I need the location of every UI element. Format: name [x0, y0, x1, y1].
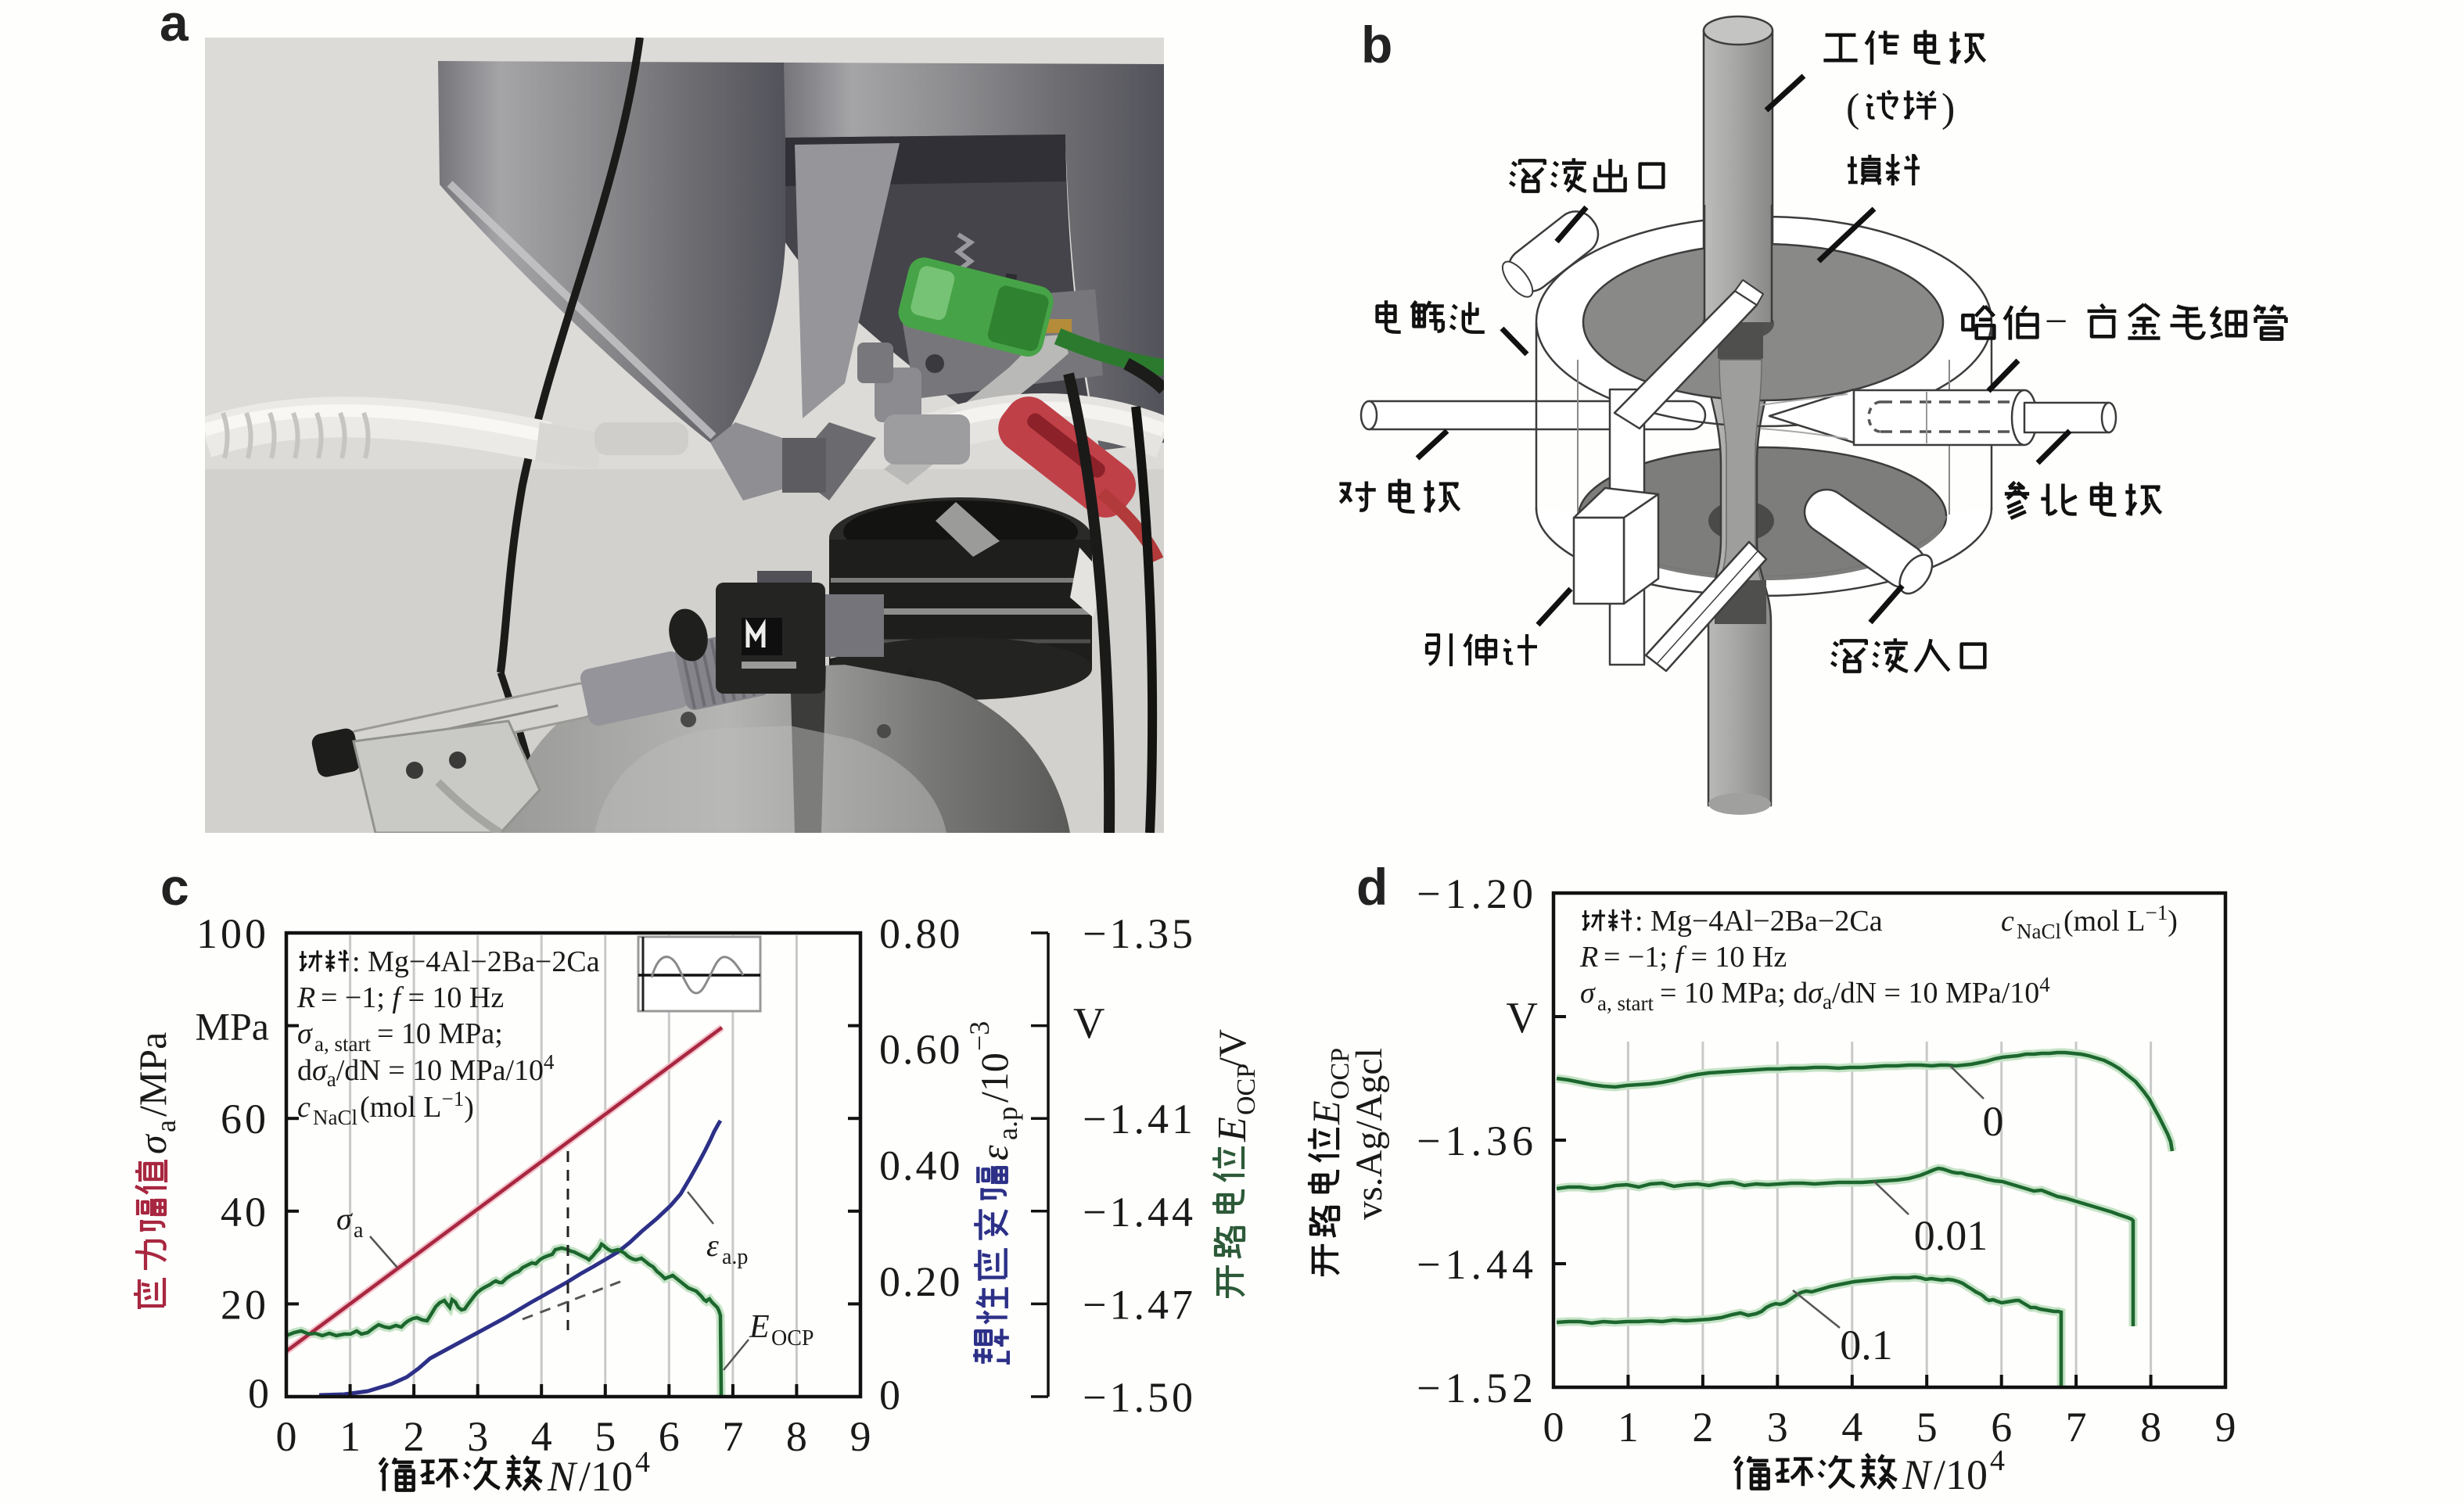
svg-text:c: c: [2001, 905, 2014, 938]
svg-text:6: 6: [659, 1413, 680, 1460]
svg-text:−1.50: −1.50: [1083, 1374, 1196, 1421]
svg-text:N: N: [547, 1453, 578, 1500]
svg-text:0: 0: [879, 1372, 900, 1419]
svg-text:R: R: [296, 981, 315, 1014]
svg-text:a: a: [160, 0, 189, 52]
svg-text:0: 0: [248, 1370, 269, 1417]
svg-text:6: 6: [1991, 1404, 2012, 1451]
svg-text:σ: σ: [131, 1133, 174, 1154]
svg-text:40: 40: [221, 1189, 269, 1236]
svg-text:−: −: [2045, 300, 2067, 344]
svg-text:−1.47: −1.47: [1083, 1281, 1196, 1328]
svg-text:a.p: a.p: [992, 1107, 1023, 1140]
svg-text:−1.44: −1.44: [1417, 1241, 1538, 1288]
svg-text:NaCl: NaCl: [2017, 920, 2061, 943]
svg-text:a, start: a, start: [314, 1032, 371, 1056]
svg-text:(: (: [1846, 86, 1859, 131]
svg-text:5: 5: [594, 1413, 616, 1460]
svg-text:OCP: OCP: [1232, 1064, 1261, 1115]
svg-text:c: c: [160, 858, 189, 916]
svg-text:E: E: [749, 1309, 770, 1345]
svg-text:0.01: 0.01: [1914, 1212, 1988, 1259]
svg-text:3: 3: [467, 1413, 488, 1460]
svg-text:MPa: MPa: [196, 1005, 269, 1049]
svg-text:a: a: [150, 1120, 181, 1132]
svg-text:d: d: [1356, 858, 1388, 916]
svg-text:b: b: [1361, 16, 1392, 74]
svg-text:a, start: a, start: [1597, 992, 1654, 1015]
svg-text:NaCl: NaCl: [313, 1106, 357, 1129]
svg-text:E: E: [1304, 1100, 1348, 1125]
svg-text:= −1; f = 10 Hz: = −1; f = 10 Hz: [1604, 941, 1787, 974]
svg-text:V: V: [1073, 999, 1104, 1048]
svg-text:/V: /V: [1210, 1029, 1254, 1068]
svg-text:5: 5: [1916, 1404, 1938, 1451]
svg-text:−1.20: −1.20: [1417, 870, 1538, 917]
svg-text:ε: ε: [706, 1228, 719, 1263]
svg-text:: Mg−4Al−2Ba−2Ca: : Mg−4Al−2Ba−2Ca: [352, 945, 600, 978]
svg-text:0.40: 0.40: [879, 1142, 963, 1189]
svg-text:0.60: 0.60: [879, 1026, 963, 1073]
svg-text:OCP: OCP: [771, 1326, 814, 1351]
svg-text:7: 7: [722, 1413, 743, 1460]
svg-text:0.80: 0.80: [879, 910, 963, 957]
svg-text:/10: /10: [972, 1053, 1016, 1103]
svg-text:): ): [1941, 86, 1955, 131]
svg-text:R: R: [1579, 941, 1598, 974]
svg-text:0.1: 0.1: [1840, 1322, 1893, 1368]
svg-text:σ: σ: [297, 1017, 313, 1050]
svg-text:−1.35: −1.35: [1083, 910, 1196, 957]
svg-text:1: 1: [339, 1413, 361, 1460]
svg-text:a: a: [354, 1218, 364, 1243]
svg-text:9: 9: [2215, 1404, 2236, 1451]
svg-text:1: 1: [1618, 1404, 1639, 1451]
svg-text:/10: /10: [1934, 1451, 1988, 1498]
svg-text:60: 60: [221, 1096, 269, 1142]
svg-text:0: 0: [1543, 1404, 1564, 1451]
svg-text:σ: σ: [336, 1201, 353, 1236]
svg-text:9: 9: [850, 1413, 871, 1460]
svg-text:(mol L−1): (mol L−1): [360, 1087, 474, 1124]
svg-text:OCP: OCP: [1326, 1048, 1355, 1099]
svg-text:: Mg−4Al−2Ba−2Ca: : Mg−4Al−2Ba−2Ca: [1635, 905, 1883, 938]
svg-text:3: 3: [1767, 1404, 1788, 1451]
svg-text:4: 4: [635, 1446, 650, 1479]
svg-text:0.20: 0.20: [879, 1258, 963, 1305]
svg-text:7: 7: [2066, 1404, 2087, 1451]
svg-text:2: 2: [1692, 1404, 1713, 1451]
svg-text:−1.41: −1.41: [1083, 1096, 1196, 1142]
svg-text:(mol L−1): (mol L−1): [2064, 901, 2178, 938]
svg-text:20: 20: [221, 1281, 269, 1328]
svg-text:0: 0: [276, 1413, 297, 1460]
svg-text:4: 4: [1841, 1404, 1862, 1451]
svg-text:/MPa: /MPa: [131, 1032, 174, 1117]
svg-text:c: c: [297, 1091, 311, 1124]
svg-text:8: 8: [786, 1413, 807, 1460]
svg-text:−1.44: −1.44: [1083, 1189, 1196, 1236]
svg-text:/10: /10: [579, 1453, 633, 1500]
svg-text:4: 4: [1990, 1444, 2005, 1477]
svg-text:ε: ε: [972, 1145, 1016, 1160]
svg-text:vs.Ag/Agcl: vs.Ag/Agcl: [1349, 1048, 1390, 1220]
svg-text:= 10 MPa;: = 10 MPa;: [377, 1017, 503, 1050]
svg-text:dσa/dN = 10 MPa/104: dσa/dN = 10 MPa/104: [297, 1050, 555, 1091]
svg-text:N: N: [1902, 1451, 1933, 1498]
svg-text:8: 8: [2140, 1404, 2161, 1451]
svg-text:−3: −3: [964, 1021, 995, 1051]
svg-text:a.p: a.p: [722, 1245, 748, 1269]
svg-text:−1.36: −1.36: [1417, 1117, 1538, 1164]
svg-text:= 10 MPa; dσa/dN = 10 MPa/104: = 10 MPa; dσa/dN = 10 MPa/104: [1660, 973, 2050, 1013]
svg-text:V: V: [1507, 994, 1538, 1042]
svg-text:E: E: [1210, 1117, 1255, 1142]
svg-text:0: 0: [1983, 1098, 2004, 1145]
svg-text:100: 100: [196, 910, 269, 957]
svg-text:σ: σ: [1580, 977, 1596, 1010]
svg-text:2: 2: [404, 1413, 425, 1460]
svg-text:= −1; f = 10 Hz: = −1; f = 10 Hz: [321, 981, 504, 1014]
svg-text:4: 4: [531, 1413, 552, 1460]
svg-text:−1.52: −1.52: [1417, 1365, 1538, 1412]
